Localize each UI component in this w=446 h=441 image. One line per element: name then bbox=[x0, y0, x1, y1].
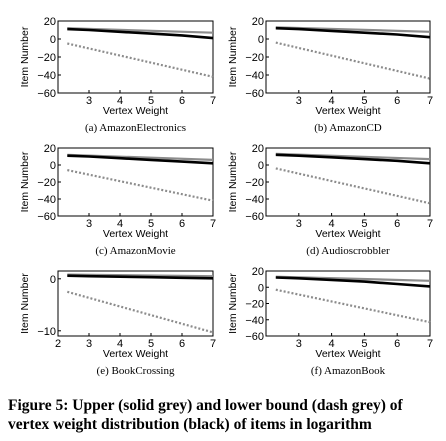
x-tick-label: 7 bbox=[210, 95, 216, 107]
series-lower-line bbox=[275, 288, 431, 324]
subplot-caption: (f) AmazonBook bbox=[311, 365, 386, 377]
chart-panel-6: 3 4 5 6 7 20 0 −20 −40 −60 Vertex Weight Item Numbe… bbox=[227, 266, 433, 377]
y-tick-label: 0 bbox=[50, 34, 56, 46]
x-tick-label: 6 bbox=[394, 218, 400, 230]
y-tick-label: 20 bbox=[44, 143, 56, 155]
x-tick-label: 7 bbox=[210, 338, 216, 350]
chart-panel-1: 3 4 5 6 7 20 0 −20 −40 −60 Vertex Weight Item Numbe… bbox=[19, 16, 216, 134]
y-axis-label: Item Number bbox=[19, 151, 31, 212]
y-tick-label: −40 bbox=[245, 70, 264, 82]
y-axis-label: Item Number bbox=[227, 151, 239, 212]
series-distribution-line bbox=[275, 153, 431, 165]
y-tick-label: 0 bbox=[258, 160, 264, 172]
subplot-caption: (d) Audioscrobbler bbox=[306, 245, 390, 257]
y-tick-label: −20 bbox=[37, 177, 56, 189]
x-tick-label: 3 bbox=[296, 338, 302, 350]
y-tick-label: −20 bbox=[245, 177, 264, 189]
figure-caption: Figure 5: Upper (solid grey) and lower b… bbox=[8, 397, 403, 433]
y-axis-label: Item Number bbox=[227, 273, 239, 334]
y-tick-label: 0 bbox=[258, 34, 264, 46]
series-distribution-line bbox=[275, 276, 431, 288]
x-tick-label: 5 bbox=[361, 218, 367, 230]
x-tick-label: 4 bbox=[117, 338, 123, 350]
x-tick-label: 3 bbox=[296, 95, 302, 107]
x-tick-label: 4 bbox=[117, 95, 123, 107]
y-axis-label: Item Number bbox=[227, 26, 239, 87]
y-tick-label: 20 bbox=[252, 143, 264, 155]
x-tick-label: 7 bbox=[427, 338, 433, 350]
x-axis-label: Vertex Weight bbox=[103, 348, 168, 360]
series-distribution-line bbox=[67, 154, 214, 165]
x-tick-label: 7 bbox=[210, 218, 216, 230]
series-lower-line bbox=[275, 167, 431, 205]
series-upper-line bbox=[67, 273, 214, 278]
subplot-caption: (b) AmazonCD bbox=[314, 122, 382, 134]
x-tick-label: 7 bbox=[427, 218, 433, 230]
y-tick-label: 0 bbox=[258, 282, 264, 294]
y-axis-label: Item Number bbox=[19, 273, 31, 334]
series-lower-line bbox=[67, 42, 214, 78]
x-tick-label: 5 bbox=[361, 338, 367, 350]
y-tick-label: −40 bbox=[37, 70, 56, 82]
x-tick-label: 5 bbox=[148, 338, 154, 350]
x-tick-label: 6 bbox=[179, 95, 185, 107]
y-tick-label: 0 bbox=[50, 160, 56, 172]
x-axis-label: Vertex Weight bbox=[315, 228, 380, 240]
x-tick-label: 3 bbox=[86, 95, 92, 107]
y-tick-label: −20 bbox=[245, 299, 264, 311]
series-distribution-line bbox=[67, 27, 214, 40]
y-tick-label: −40 bbox=[245, 194, 264, 206]
series-lower-line bbox=[275, 41, 431, 80]
x-tick-label: 4 bbox=[329, 95, 335, 107]
chart-panel-3: 3 4 5 6 7 20 0 −20 −40 −60 Vertex Weight Item Numbe… bbox=[19, 143, 216, 257]
x-tick-label: 3 bbox=[296, 218, 302, 230]
y-tick-label: −60 bbox=[37, 211, 56, 223]
subplot-caption: (e) BookCrossing bbox=[97, 365, 175, 377]
series-lower-line bbox=[67, 290, 214, 334]
x-axis-label: Vertex Weight bbox=[103, 105, 168, 117]
x-axis-label: Vertex Weight bbox=[315, 105, 380, 117]
y-tick-label: −60 bbox=[245, 331, 264, 343]
y-tick-label: 20 bbox=[252, 266, 264, 278]
subplot-caption: (a) AmazonElectronics bbox=[85, 122, 186, 134]
x-tick-label: 5 bbox=[361, 95, 367, 107]
y-tick-label: −60 bbox=[245, 211, 264, 223]
y-tick-label: −40 bbox=[37, 194, 56, 206]
x-tick-label: 5 bbox=[148, 95, 154, 107]
x-tick-label: 7 bbox=[427, 95, 433, 107]
y-tick-label: −10 bbox=[37, 326, 56, 338]
series-distribution-line bbox=[67, 274, 214, 280]
plot-frame bbox=[57, 270, 214, 337]
x-tick-label: 4 bbox=[329, 338, 335, 350]
y-axis-label: Item Number bbox=[19, 26, 31, 87]
series-distribution-line bbox=[275, 26, 431, 39]
y-tick-label: 20 bbox=[44, 16, 56, 28]
x-tick-label: 3 bbox=[86, 338, 92, 350]
series-lower-line bbox=[67, 169, 214, 202]
y-tick-label: −40 bbox=[245, 315, 264, 327]
x-tick-label: 6 bbox=[179, 338, 185, 350]
y-tick-label: −60 bbox=[37, 88, 56, 100]
y-tick-label: 0 bbox=[50, 274, 56, 286]
x-axis-label: Vertex Weight bbox=[315, 348, 380, 360]
chart-panel-4: 3 4 5 6 7 20 0 −20 −40 −60 Vertex Weight Item Numbe… bbox=[227, 143, 433, 257]
x-axis-label: Vertex Weight bbox=[103, 228, 168, 240]
x-tick-label: 2 bbox=[55, 338, 61, 350]
x-tick-label: 3 bbox=[86, 218, 92, 230]
x-tick-label: 5 bbox=[148, 218, 154, 230]
x-tick-label: 4 bbox=[329, 218, 335, 230]
y-tick-label: −60 bbox=[245, 88, 264, 100]
x-tick-label: 6 bbox=[394, 95, 400, 107]
y-tick-label: −20 bbox=[37, 52, 56, 64]
x-tick-label: 6 bbox=[394, 338, 400, 350]
chart-panel-5: 2 3 4 5 6 7 0 −10 Vertex Weight Item Number (e) Bo… bbox=[19, 270, 216, 377]
y-tick-label: 20 bbox=[252, 16, 264, 28]
x-tick-label: 6 bbox=[179, 218, 185, 230]
subplot-caption: (c) AmazonMovie bbox=[95, 245, 175, 257]
x-tick-label: 4 bbox=[117, 218, 123, 230]
chart-panel-2: 3 4 5 6 7 20 0 −20 −40 −60 Vertex Weight Item Numbe… bbox=[227, 16, 433, 134]
y-tick-label: −20 bbox=[245, 52, 264, 64]
